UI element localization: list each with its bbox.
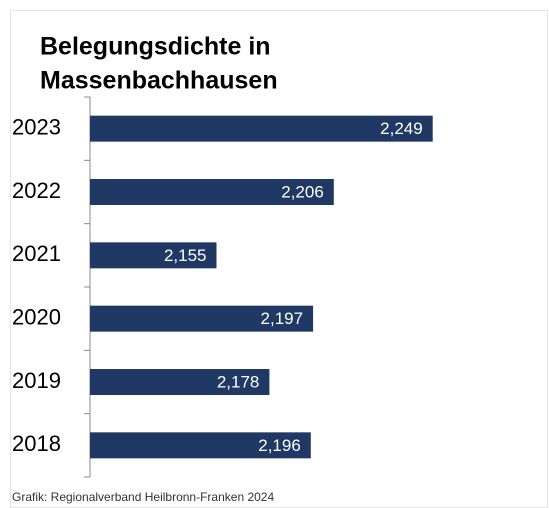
y-tick-label: 2021: [12, 241, 61, 266]
bar: [90, 369, 270, 395]
data-label: 2,197: [261, 309, 304, 328]
source-note: Grafik: Regionalverband Heilbronn-Franke…: [12, 490, 274, 504]
bar: [90, 115, 433, 142]
y-tick-label: 2022: [12, 178, 61, 203]
y-tick-label: 2019: [12, 368, 61, 393]
bar: [90, 432, 311, 459]
chart-title: Massenbachhausen: [40, 67, 278, 95]
data-label: 2,249: [380, 119, 423, 138]
data-label: 2,155: [164, 246, 207, 265]
data-label: 2,206: [281, 182, 324, 201]
y-tick-label: 2020: [12, 304, 61, 329]
data-label: 2,178: [217, 372, 260, 391]
y-tick-label: 2023: [12, 114, 61, 139]
chart-title: Belegungsdichte in: [40, 33, 271, 61]
bar: [90, 305, 314, 332]
bar: [90, 179, 334, 205]
y-tick-label: 2018: [12, 431, 61, 456]
data-label: 2,196: [258, 436, 301, 455]
bar: [90, 242, 217, 269]
